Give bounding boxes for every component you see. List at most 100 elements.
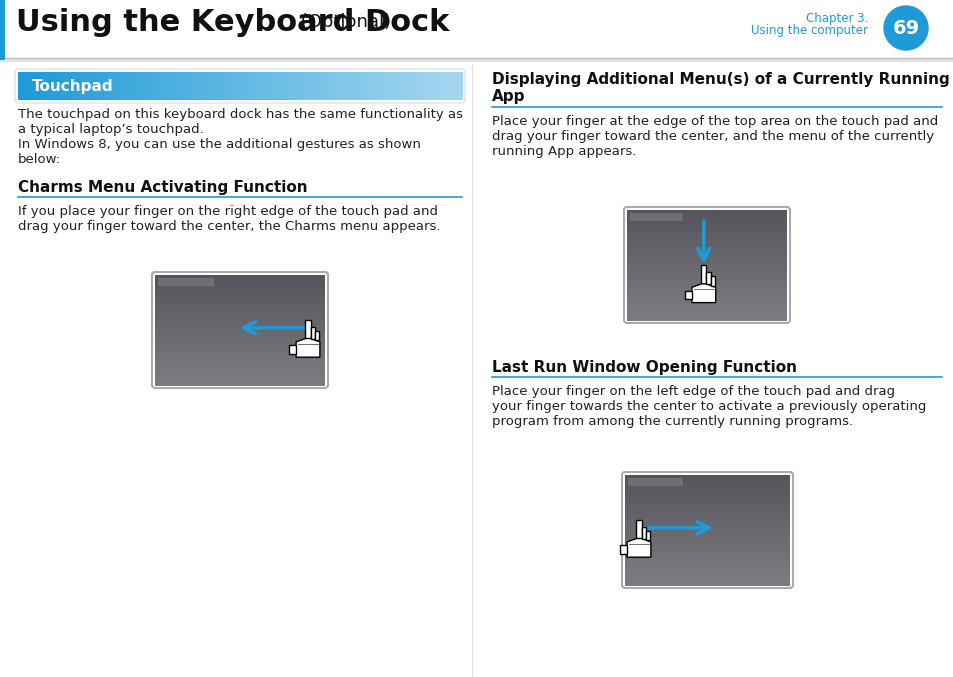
Bar [624,545,789,549]
Bar [317,72,330,100]
Bar [154,293,325,297]
Bar [154,359,325,364]
Bar [339,72,352,100]
Bar [428,72,440,100]
Bar [626,313,786,317]
Bar [624,486,789,490]
Bar [439,72,452,100]
Text: Place your finger at the edge of the top area on the touch pad and: Place your finger at the edge of the top… [492,115,937,128]
Polygon shape [640,527,645,538]
Bar [240,72,252,100]
Bar [626,228,786,232]
Bar [262,72,274,100]
Bar [624,475,789,479]
Bar [626,210,786,214]
Text: running App appears.: running App appears. [492,145,636,158]
Bar [251,72,263,100]
Bar [154,282,325,286]
Bar [154,326,325,330]
Bar [624,570,789,575]
Bar [173,72,185,100]
Bar [154,378,325,382]
Text: App: App [492,89,525,104]
Text: In Windows 8, you can use the additional gestures as shown: In Windows 8, you can use the additional… [18,138,420,151]
Bar [129,72,141,100]
Bar [154,297,325,301]
Bar [626,298,786,302]
Bar [151,72,163,100]
Polygon shape [645,531,649,540]
Bar [626,276,786,280]
Bar [451,72,462,100]
Bar [624,559,789,563]
Bar [362,72,374,100]
Bar [0,0,5,60]
Bar [624,479,789,483]
Bar [51,72,63,100]
Text: Using the computer: Using the computer [750,24,867,37]
Text: Touchpad: Touchpad [32,79,113,93]
Text: The touchpad on this keyboard dock has the same functionality as: The touchpad on this keyboard dock has t… [18,108,462,121]
Bar [154,315,325,320]
Bar [154,345,325,349]
Bar [30,72,41,100]
Text: Place your finger on the left edge of the touch pad and drag: Place your finger on the left edge of th… [492,385,894,398]
Bar [624,482,789,487]
Bar [40,72,52,100]
Bar [295,72,307,100]
Text: program from among the currently running programs.: program from among the currently running… [492,415,852,428]
Bar [624,582,789,586]
Bar [626,280,786,284]
Polygon shape [636,520,640,538]
Text: your finger towards the center to activate a previously operating: your finger towards the center to activa… [492,400,925,413]
Bar [626,254,786,258]
Bar [624,548,789,552]
Bar [624,552,789,556]
Bar [406,72,418,100]
Bar [284,72,296,100]
Bar [627,478,682,486]
Bar [626,287,786,291]
Bar [624,508,789,512]
Bar [154,311,325,316]
Bar [626,225,786,229]
Bar [626,269,786,273]
Bar [624,563,789,567]
Bar [154,349,325,353]
Bar [85,72,96,100]
Bar [154,374,325,378]
Bar [626,250,786,255]
Bar [624,567,789,571]
Polygon shape [295,338,319,357]
Bar [395,72,407,100]
Bar [154,308,325,312]
Polygon shape [691,284,715,303]
Bar [351,72,363,100]
Bar [154,381,325,385]
Text: If you place your finger on the right edge of the touch pad and: If you place your finger on the right ed… [18,205,437,218]
Bar [626,265,786,269]
Polygon shape [626,538,650,557]
Text: Using the Keyboard Dock: Using the Keyboard Dock [16,8,449,37]
Bar [217,72,230,100]
Bar [626,232,786,236]
Bar [626,309,786,313]
Bar [624,523,789,527]
Bar [62,72,74,100]
Bar [626,305,786,309]
Bar [626,246,786,251]
Bar [154,330,325,334]
Bar [154,286,325,290]
Bar [624,556,789,560]
Bar [629,213,682,221]
Bar [384,72,396,100]
Bar [154,370,325,374]
Bar [624,489,789,494]
Text: below:: below: [18,153,61,166]
Bar [626,284,786,288]
Bar [154,352,325,356]
Text: Displaying Additional Menu(s) of a Currently Running: Displaying Additional Menu(s) of a Curre… [492,72,949,87]
Bar [95,72,108,100]
Polygon shape [700,265,705,284]
Bar [306,72,318,100]
